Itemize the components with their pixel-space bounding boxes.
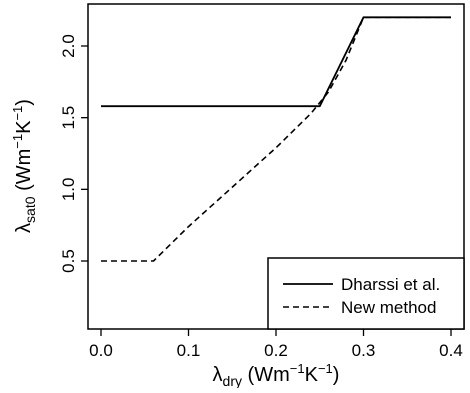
y-axis-label-unit-close: ) [13,99,35,106]
legend-label-dharssi: Dharssi et al. [341,275,440,294]
y-tick-label: 1.5 [59,106,78,130]
x-axis-label-sub: dry [223,373,242,388]
y-tick-label: 1.0 [59,178,78,202]
x-tick-label: 0.0 [89,341,113,360]
y-axis-label-unit-open: (Wm [13,149,35,197]
y-tick-label: 0.5 [59,249,78,273]
series-layer [101,16,451,262]
legend-box [267,257,465,330]
y-axis-label-sup1: −1 [10,134,25,149]
y-axis-label-sub: sat0 [22,196,38,223]
series-line-new-method [101,16,451,262]
legend-label-new-method: New method [341,298,436,317]
x-axis-label-base: λ [213,364,223,386]
y-axis: 0.5 1.0 1.5 2.0 [59,34,88,273]
y-axis-label: λsat0 (Wm−1K−1) [10,99,38,233]
x-axis-label-unit-mid: K [305,364,319,386]
x-axis-label-sup1: −1 [290,361,305,376]
y-axis-label-base: λ [13,223,35,233]
series-line-dharssi [101,16,451,108]
legend: Dharssi et al. New method [267,257,465,330]
x-tick-label: 0.3 [352,341,376,360]
x-tick-label: 0.4 [439,341,463,360]
x-tick-label: 0.1 [177,341,201,360]
x-axis-label-sup2: −1 [318,361,333,376]
x-axis: 0.0 0.1 0.2 0.3 0.4 [89,329,463,360]
y-tick-label: 2.0 [59,34,78,58]
x-axis-label: λdry (Wm−1K−1) [213,361,340,388]
x-tick-label: 0.2 [264,341,288,360]
y-axis-label-sup2: −1 [10,106,25,121]
x-axis-label-unit-open: (Wm [242,364,290,386]
x-axis-label-unit-close: ) [333,364,340,386]
y-axis-label-unit-mid: K [13,120,35,134]
